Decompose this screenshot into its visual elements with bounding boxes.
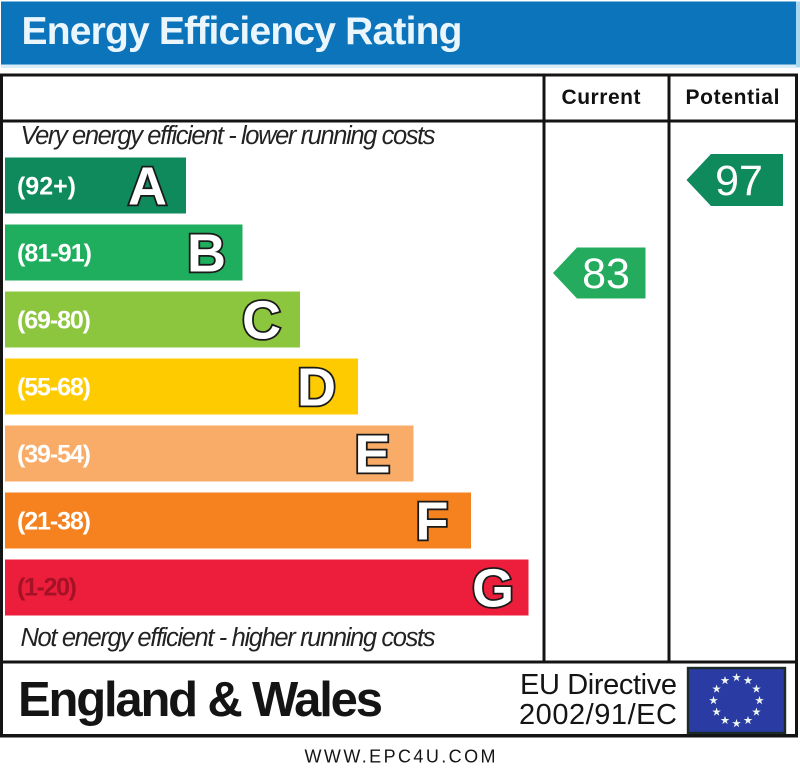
svg-text:England & Wales: England & Wales: [18, 673, 383, 727]
svg-text:Very energy efficient - lower: Very energy efficient - lower running co…: [21, 122, 436, 150]
svg-text:Energy Efficiency Rating: Energy Efficiency Rating: [22, 10, 463, 53]
svg-text:Potential: Potential: [686, 86, 780, 109]
svg-text:C: C: [242, 291, 281, 351]
svg-text:F: F: [416, 492, 449, 552]
svg-text:(69-80): (69-80): [17, 307, 91, 335]
svg-text:WWW.EPC4U.COM: WWW.EPC4U.COM: [305, 747, 496, 767]
svg-text:E: E: [354, 425, 390, 485]
svg-text:97: 97: [715, 157, 763, 205]
svg-text:(1-20): (1-20): [17, 574, 77, 602]
svg-text:G: G: [472, 559, 514, 619]
svg-text:(81-91): (81-91): [17, 240, 92, 268]
svg-text:A: A: [128, 157, 167, 217]
svg-text:B: B: [187, 224, 226, 284]
svg-text:D: D: [297, 358, 336, 418]
svg-text:EU Directive: EU Directive: [520, 669, 677, 701]
svg-text:Not energy efficient - higher: Not energy efficient - higher running co…: [21, 624, 436, 652]
svg-text:(21-38): (21-38): [17, 508, 91, 536]
svg-text:2002/91/EC: 2002/91/EC: [519, 699, 677, 731]
svg-text:(92+): (92+): [17, 173, 76, 201]
svg-text:(39-54): (39-54): [17, 441, 91, 469]
svg-text:Current: Current: [562, 86, 641, 109]
svg-text:(55-68): (55-68): [17, 374, 91, 402]
svg-text:83: 83: [582, 250, 630, 298]
